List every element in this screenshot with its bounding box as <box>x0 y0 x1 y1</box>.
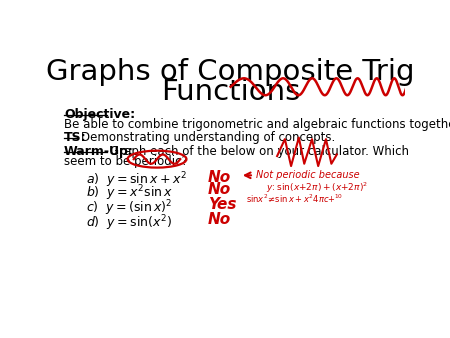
Text: $c)\ \ y = (\sin x)^{2}$: $c)\ \ y = (\sin x)^{2}$ <box>86 198 172 218</box>
Text: Not periodic because: Not periodic because <box>256 170 360 180</box>
Text: No: No <box>208 182 231 197</box>
Text: Objective:: Objective: <box>64 108 135 121</box>
Text: $y\!: \sin(x{+}2\pi) + (x{+}2\pi)^2$: $y\!: \sin(x{+}2\pi) + (x{+}2\pi)^2$ <box>266 181 368 195</box>
Text: TS:: TS: <box>64 131 86 144</box>
Text: Demonstrating understanding of concepts.: Demonstrating understanding of concepts. <box>81 131 335 144</box>
Text: $a)\ \ y = \sin x + x^{2}$: $a)\ \ y = \sin x + x^{2}$ <box>86 170 186 190</box>
Text: Functions: Functions <box>161 77 300 105</box>
Text: No: No <box>208 212 231 226</box>
Text: $b)\ \ y = x^{2} \sin x$: $b)\ \ y = x^{2} \sin x$ <box>86 184 173 203</box>
Text: Yes: Yes <box>208 197 237 212</box>
Text: No: No <box>208 170 231 185</box>
Text: Graphs of Composite Trig: Graphs of Composite Trig <box>46 58 415 86</box>
Text: $d)\ \ y = \sin(x^{2})$: $d)\ \ y = \sin(x^{2})$ <box>86 213 172 233</box>
Text: $\mathrm{sin}x^2 \!\neq\! \sin x + x^2 4\pi c {+}^{1\!0}$: $\mathrm{sin}x^2 \!\neq\! \sin x + x^2 4… <box>246 193 343 206</box>
Text: Warm-Up:: Warm-Up: <box>64 145 134 158</box>
Text: seem to be periodic?: seem to be periodic? <box>64 154 188 168</box>
Text: Be able to combine trigonometric and algebraic functions together.: Be able to combine trigonometric and alg… <box>64 118 450 130</box>
Text: Graph each of the below on your calculator. Which: Graph each of the below on your calculat… <box>111 145 410 158</box>
